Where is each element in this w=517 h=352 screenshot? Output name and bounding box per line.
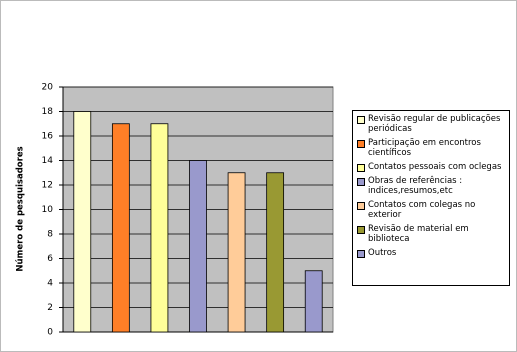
y-tick-label: 4	[47, 279, 53, 289]
legend-item: Revisão de material em biblioteca	[357, 224, 507, 244]
bar	[266, 172, 285, 333]
y-tick-label: 18	[42, 107, 54, 117]
y-tick-label: 2	[47, 303, 53, 313]
legend-label: Outros	[368, 248, 397, 258]
legend-item: Participação em encontros científicos	[357, 138, 507, 158]
y-tick-label: 16	[42, 132, 54, 142]
bar	[227, 172, 246, 333]
legend-label: Revisão de material em biblioteca	[368, 224, 469, 244]
y-axis-label: Número de pesquisadores	[16, 146, 26, 271]
y-tick-label: 10	[42, 205, 54, 215]
bar	[73, 111, 92, 333]
legend-item: Obras de referências : indices,resumos,e…	[357, 176, 507, 196]
y-tick-label: 6	[47, 254, 53, 264]
bar	[304, 270, 323, 333]
y-tick-label: 12	[42, 181, 53, 191]
legend-swatch	[357, 140, 365, 148]
bar	[150, 123, 169, 333]
legend-item: Contatos pessoais com oclegas	[357, 162, 507, 172]
legend: Revisão regular de publicações periódica…	[352, 110, 510, 286]
legend-swatch	[357, 116, 365, 124]
legend-swatch	[357, 178, 365, 186]
legend-item: Contatos com colegas no exterior	[357, 200, 507, 220]
legend-item: Outros	[357, 248, 507, 258]
legend-label: Revisão regular de publicações periódica…	[368, 114, 501, 134]
legend-swatch	[357, 250, 365, 258]
bar	[111, 123, 130, 333]
legend-swatch	[357, 226, 365, 234]
legend-item: Revisão regular de publicações periódica…	[357, 114, 507, 134]
legend-swatch	[357, 202, 365, 210]
y-tick-label: 14	[42, 156, 54, 166]
legend-label: Contatos pessoais com oclegas	[368, 162, 502, 172]
legend-swatch	[357, 164, 365, 172]
legend-label: Obras de referências : indices,resumos,e…	[368, 176, 463, 196]
bar	[189, 160, 207, 333]
legend-label: Participação em encontros científicos	[368, 138, 481, 158]
y-tick-label: 0	[47, 328, 53, 338]
legend-label: Contatos com colegas no exterior	[368, 200, 476, 220]
y-tick-label: 8	[47, 230, 53, 240]
y-tick-label: 20	[42, 83, 54, 93]
